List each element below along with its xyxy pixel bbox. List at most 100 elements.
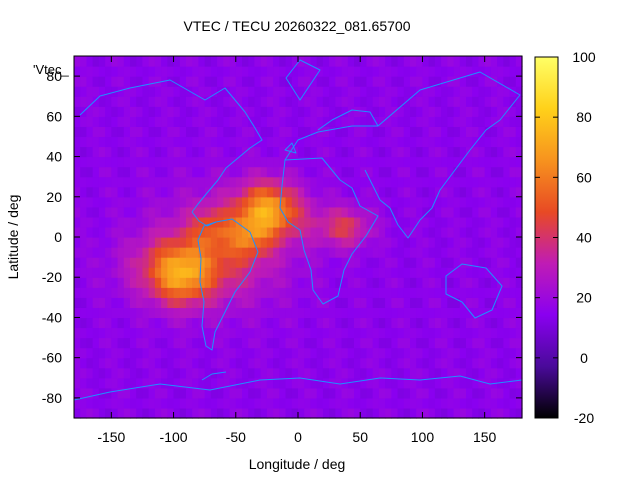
heatmap-cell — [254, 367, 262, 379]
heatmap-cell — [98, 146, 106, 158]
heatmap-cell — [192, 337, 200, 349]
x-tick-label: -150 — [97, 429, 125, 445]
heatmap-cell — [391, 56, 399, 67]
heatmap-cell — [273, 407, 280, 419]
heatmap-cell — [329, 357, 336, 369]
heatmap-cell — [235, 86, 243, 97]
heatmap-cell — [329, 86, 336, 97]
heatmap-cell — [167, 317, 175, 329]
heatmap-cell — [347, 367, 355, 379]
heatmap-cell — [254, 196, 262, 208]
heatmap-cell — [378, 86, 386, 97]
heatmap-cell — [248, 387, 256, 399]
heatmap-cell — [242, 267, 249, 278]
heatmap-cell — [410, 387, 417, 399]
heatmap-cell — [273, 397, 280, 409]
heatmap-cell — [335, 156, 343, 168]
heatmap-cell — [310, 277, 318, 288]
heatmap-cell — [329, 186, 336, 198]
heatmap-cell — [123, 156, 131, 168]
heatmap-cell — [111, 367, 119, 379]
heatmap-cell — [410, 397, 417, 409]
heatmap-cell — [217, 176, 224, 188]
heatmap-cell — [403, 106, 411, 117]
heatmap-cell — [478, 337, 486, 349]
heatmap-cell — [198, 106, 206, 117]
heatmap-cell — [372, 196, 380, 208]
heatmap-cell — [148, 206, 156, 218]
heatmap-cell — [503, 206, 511, 218]
heatmap-cell — [254, 257, 262, 268]
heatmap-cell — [142, 257, 150, 268]
heatmap-cell — [329, 327, 336, 339]
heatmap-cell — [192, 126, 200, 138]
heatmap-cell — [217, 56, 224, 67]
heatmap-cell — [503, 216, 511, 228]
heatmap-cell — [204, 237, 212, 248]
heatmap-cell — [509, 146, 517, 158]
heatmap-cell — [204, 226, 212, 238]
x-tick-label: 150 — [473, 429, 497, 445]
heatmap-cell — [447, 76, 455, 87]
heatmap-cell — [192, 56, 200, 67]
heatmap-cell — [161, 126, 168, 138]
heatmap-cell — [217, 267, 224, 278]
heatmap-cell — [92, 237, 100, 248]
heatmap-cell — [322, 267, 330, 278]
heatmap-cell — [192, 226, 200, 238]
heatmap-cell — [179, 247, 187, 258]
heatmap-cell — [466, 387, 473, 399]
heatmap-cell — [98, 267, 106, 278]
heatmap-cell — [260, 327, 268, 339]
heatmap-cell — [117, 156, 125, 168]
heatmap-cell — [478, 146, 486, 158]
heatmap-cell — [385, 186, 392, 198]
heatmap-cell — [503, 377, 511, 389]
heatmap-cell — [403, 76, 411, 87]
heatmap-cell — [316, 377, 324, 389]
heatmap-cell — [186, 397, 193, 409]
heatmap-cell — [509, 186, 517, 198]
heatmap-cell — [117, 387, 125, 399]
heatmap-cell — [123, 337, 131, 349]
heatmap-cell — [248, 156, 256, 168]
heatmap-cell — [136, 287, 144, 298]
heatmap-cell — [447, 397, 455, 409]
heatmap-cell — [497, 367, 504, 379]
heatmap-cell — [329, 247, 336, 258]
heatmap-cell — [434, 166, 442, 178]
heatmap-cell — [260, 106, 268, 117]
heatmap-cell — [503, 86, 511, 97]
heatmap-cell — [459, 247, 467, 258]
heatmap-cell — [497, 337, 504, 349]
heatmap-cell — [497, 226, 504, 238]
heatmap-cell — [279, 76, 287, 87]
heatmap-cell — [254, 146, 262, 158]
heatmap-cell — [447, 226, 455, 238]
heatmap-cell — [347, 96, 355, 107]
heatmap-cell — [279, 96, 287, 107]
heatmap-cell — [136, 317, 144, 329]
heatmap-cell — [410, 86, 417, 97]
heatmap-cell — [298, 206, 305, 218]
heatmap-cell — [441, 196, 448, 208]
heatmap-cell — [266, 397, 274, 409]
heatmap-cell — [298, 96, 305, 107]
heatmap-cell — [335, 277, 343, 288]
heatmap-cell — [179, 126, 187, 138]
heatmap-cell — [229, 277, 237, 288]
heatmap-cell — [111, 397, 119, 409]
heatmap-cell — [322, 176, 330, 188]
heatmap-cell — [453, 337, 461, 349]
heatmap-cell — [503, 247, 511, 258]
heatmap-cell — [105, 166, 112, 178]
heatmap-cell — [167, 186, 175, 198]
heatmap-cell — [410, 156, 417, 168]
heatmap-cell — [316, 387, 324, 399]
heatmap-cell — [123, 267, 131, 278]
heatmap-cell — [378, 237, 386, 248]
heatmap-cell — [260, 367, 268, 379]
heatmap-cell — [447, 237, 455, 248]
heatmap-cell — [248, 136, 256, 148]
heatmap-cell — [304, 206, 312, 218]
